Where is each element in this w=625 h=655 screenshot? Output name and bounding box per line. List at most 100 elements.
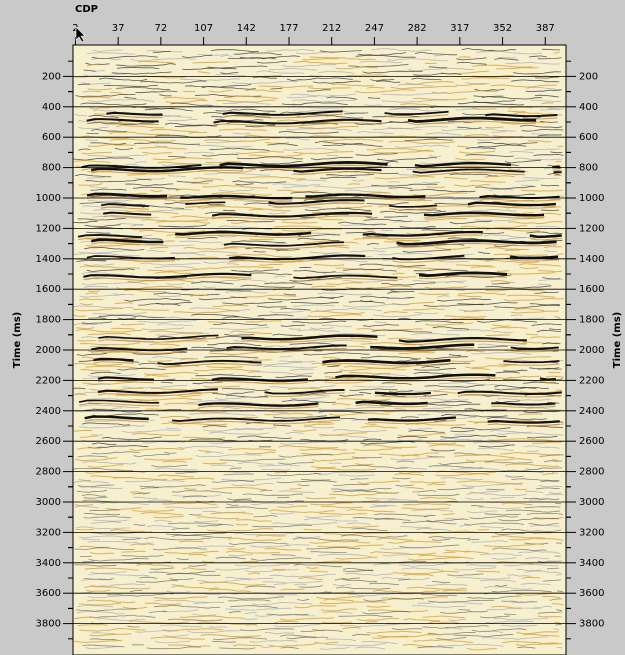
reflector-orange bbox=[147, 358, 475, 363]
strong-reflector-halo bbox=[367, 420, 456, 425]
reflector-gray bbox=[131, 223, 560, 229]
reflector-dark bbox=[300, 477, 560, 482]
reflector-orange bbox=[140, 511, 455, 516]
strong-reflector-halo bbox=[86, 121, 159, 125]
reflector-orange bbox=[168, 642, 559, 648]
y2-tick-label: 2800 bbox=[579, 467, 604, 478]
reflector-orange bbox=[150, 128, 268, 133]
reflector-gray bbox=[86, 177, 560, 180]
strong-reflector-halo bbox=[98, 338, 219, 343]
strong-reflector bbox=[77, 234, 143, 239]
reflector-orange bbox=[85, 292, 507, 296]
y-tick-label: 2800 bbox=[36, 467, 61, 478]
reflector-dark bbox=[122, 536, 480, 542]
x-tick-label: 352 bbox=[493, 23, 512, 34]
strong-reflector bbox=[322, 358, 451, 365]
reflector-orange bbox=[81, 150, 495, 155]
reflector-dark bbox=[138, 303, 561, 309]
x-tick-label: 282 bbox=[408, 23, 427, 34]
reflector-gray bbox=[166, 590, 191, 593]
x-tick-label: 142 bbox=[237, 23, 256, 34]
reflector-dark bbox=[211, 479, 559, 484]
reflector-gray bbox=[326, 643, 504, 647]
reflector-dark bbox=[89, 614, 510, 619]
reflector-orange bbox=[74, 616, 440, 622]
reflector-gray bbox=[526, 86, 563, 90]
reflector-dark bbox=[80, 101, 524, 106]
reflector-gray bbox=[97, 617, 549, 622]
reflector-orange bbox=[74, 159, 562, 166]
strong-reflector bbox=[423, 211, 545, 217]
reflector-gray bbox=[380, 547, 429, 550]
reflector-dark bbox=[152, 50, 458, 56]
reflector-gray bbox=[255, 613, 316, 617]
reflector-dark bbox=[90, 188, 476, 193]
reflector-orange bbox=[88, 332, 539, 336]
y2-tick-label: 600 bbox=[579, 132, 598, 143]
strong-reflector-halo bbox=[101, 206, 150, 210]
reflector-gray bbox=[281, 64, 336, 68]
reflector-orange bbox=[143, 371, 561, 376]
reflector-gray bbox=[84, 262, 240, 267]
reflector-gray bbox=[80, 591, 414, 597]
reflector-orange bbox=[179, 540, 442, 544]
reflector-gray bbox=[471, 351, 532, 355]
strong-reflector bbox=[503, 360, 560, 364]
strong-reflector-halo bbox=[503, 363, 560, 366]
reflector-orange bbox=[259, 263, 561, 267]
y-tick-label: 1600 bbox=[36, 284, 61, 295]
reflector-dark bbox=[160, 381, 559, 385]
reflector-orange bbox=[298, 576, 541, 580]
reflector-gray bbox=[78, 250, 557, 255]
reflector-dark bbox=[171, 534, 471, 540]
reflector-gray bbox=[222, 101, 383, 107]
reflector-orange bbox=[193, 175, 515, 181]
reflector-orange bbox=[87, 288, 546, 293]
reflector-gray bbox=[397, 83, 434, 87]
strong-reflector-halo bbox=[414, 165, 511, 170]
reflector-dark bbox=[171, 527, 562, 532]
strong-reflector-halo bbox=[384, 114, 449, 118]
strong-reflector bbox=[457, 390, 562, 395]
reflector-gray bbox=[210, 464, 301, 468]
y2-tick-label: 2000 bbox=[579, 345, 604, 356]
reflector-dark bbox=[320, 176, 357, 179]
reflector-dark bbox=[212, 390, 413, 395]
reflector-gray bbox=[193, 601, 524, 606]
reflector-gray bbox=[167, 172, 524, 178]
reflector-dark bbox=[144, 108, 276, 112]
reflector-orange bbox=[248, 208, 291, 212]
y2-tick-label: 3400 bbox=[579, 558, 604, 569]
reflector-orange bbox=[80, 367, 490, 372]
reflector-dark bbox=[129, 589, 564, 593]
reflector-orange bbox=[87, 598, 354, 604]
strong-reflector-halo bbox=[293, 171, 382, 176]
reflector-gray bbox=[75, 76, 241, 82]
reflector-dark bbox=[280, 307, 311, 311]
reflector-gray bbox=[83, 285, 216, 288]
strong-reflector-halo bbox=[175, 234, 312, 239]
reflector-dark bbox=[73, 467, 562, 471]
reflector-gray bbox=[82, 460, 342, 465]
strong-reflector-halo bbox=[293, 277, 398, 282]
reflector-dark bbox=[374, 517, 559, 523]
seismic-texture bbox=[73, 48, 565, 651]
strong-reflector-halo bbox=[396, 242, 557, 248]
strong-reflector-halo bbox=[91, 350, 188, 354]
reflector-orange bbox=[259, 83, 558, 88]
reflector-orange bbox=[74, 307, 545, 312]
strong-reflector bbox=[355, 400, 428, 406]
reflector-dark bbox=[88, 444, 515, 449]
reflector-orange bbox=[84, 567, 319, 571]
reflector-gray bbox=[82, 90, 101, 93]
strong-reflector bbox=[84, 415, 149, 421]
y-tick-label: 2400 bbox=[36, 406, 61, 417]
reflector-gray bbox=[164, 634, 189, 638]
strong-reflector bbox=[103, 211, 152, 216]
reflector-orange bbox=[190, 294, 556, 299]
strong-reflector-halo bbox=[374, 395, 431, 398]
y2-axis-label: Time (ms) bbox=[612, 312, 623, 368]
strong-reflector bbox=[97, 388, 219, 394]
reflector-dark bbox=[223, 473, 524, 478]
reflector-orange bbox=[235, 519, 272, 522]
